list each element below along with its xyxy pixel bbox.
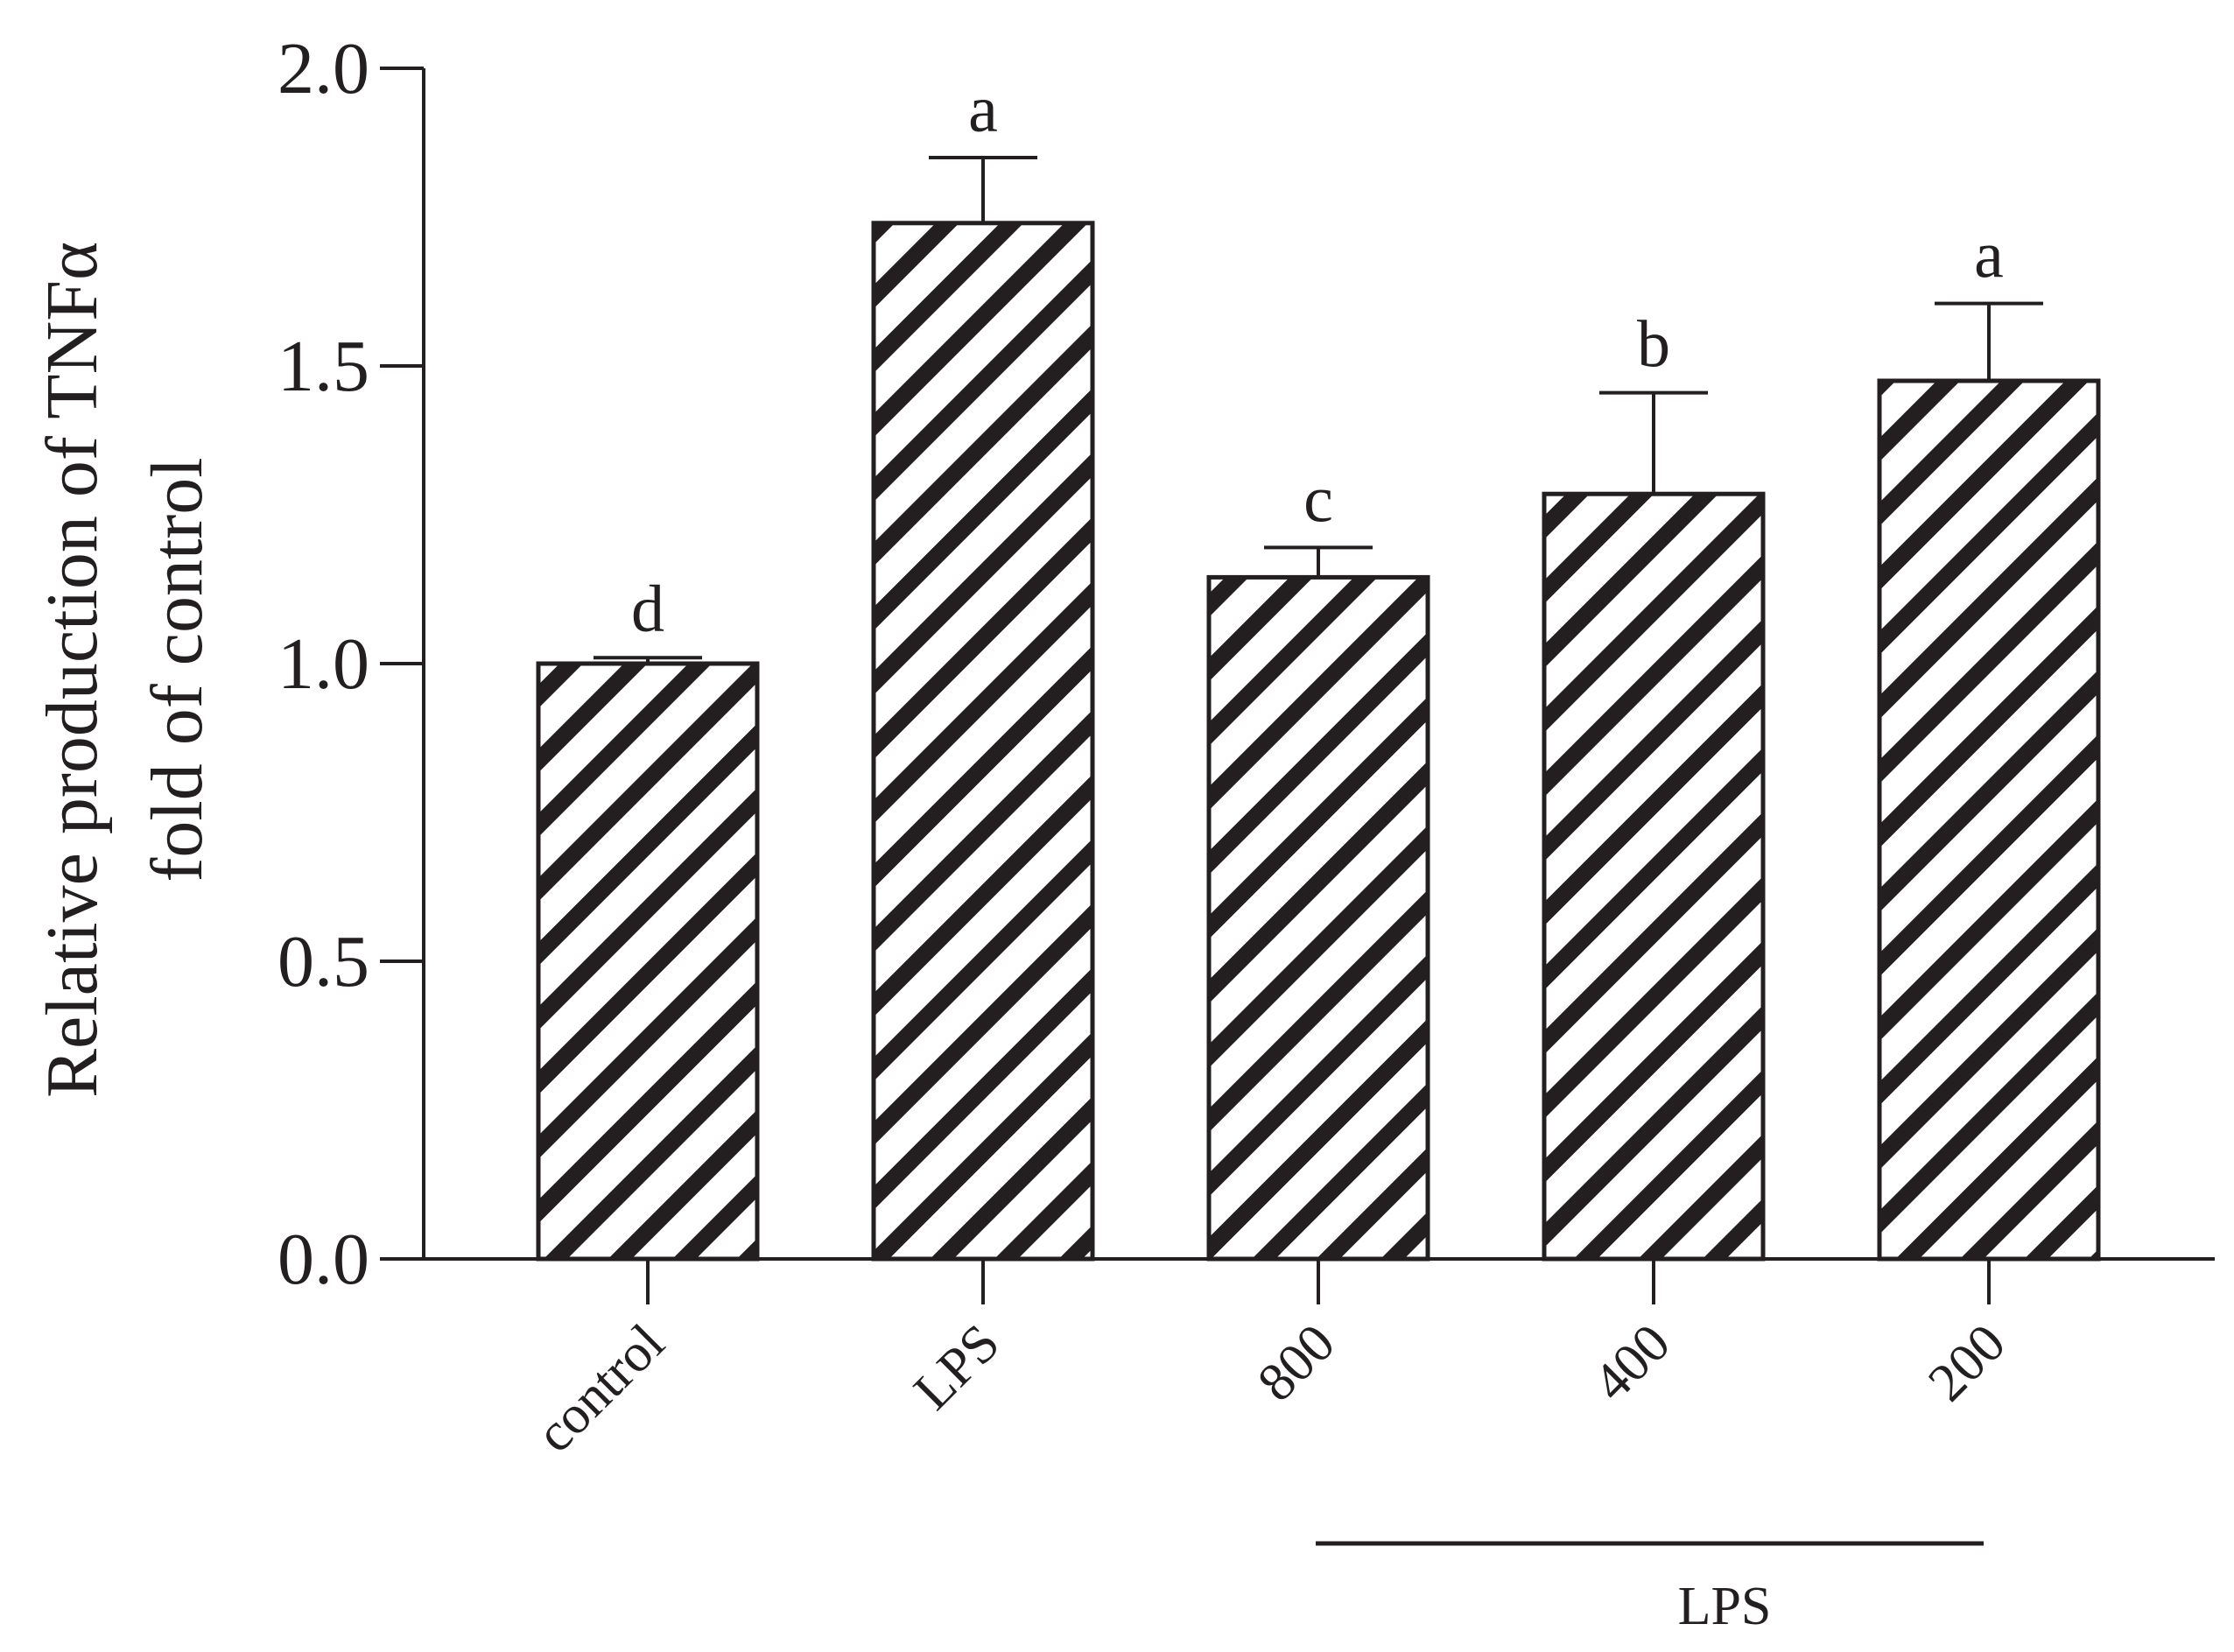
y-axis-title-line1: Relative production of TNFα [32,242,113,1098]
y-tick-label: 0.5 [277,921,369,1002]
bar-LPS [871,221,1095,1262]
bars [536,221,2101,1262]
y-tick-label: 1.0 [277,623,369,705]
category-label: 400 [1582,1313,1682,1413]
category-label: 800 [1247,1313,1346,1413]
significance-labels: d a c b a [631,73,2004,646]
significance-label: b [1637,308,1670,382]
y-tick-label: 0.0 [277,1219,369,1300]
y-tick-label: 1.5 [277,326,369,407]
group-bracket-label: LPS [1678,1577,1772,1636]
y-axis-title-line2: fold of control [137,457,218,882]
bar-200 [1877,378,2101,1262]
bar-400 [1542,491,1766,1262]
category-labels: control LPS 800 400 200 [525,1313,2017,1464]
significance-label: d [631,573,664,646]
significance-label: a [1974,219,2004,292]
category-label: control [525,1313,676,1464]
significance-label: a [968,73,998,146]
significance-label: c [1303,462,1333,536]
bar-800 [1206,574,1430,1262]
category-label: LPS [903,1313,1011,1422]
category-label: 200 [1917,1313,2017,1413]
y-tick-label: 2.0 [277,28,369,109]
x-axis [424,1257,2215,1304]
error-bars [594,156,2043,664]
y-axis: 0.0 0.5 1.0 1.5 2.0 [277,28,425,1300]
bar-control [536,661,760,1262]
